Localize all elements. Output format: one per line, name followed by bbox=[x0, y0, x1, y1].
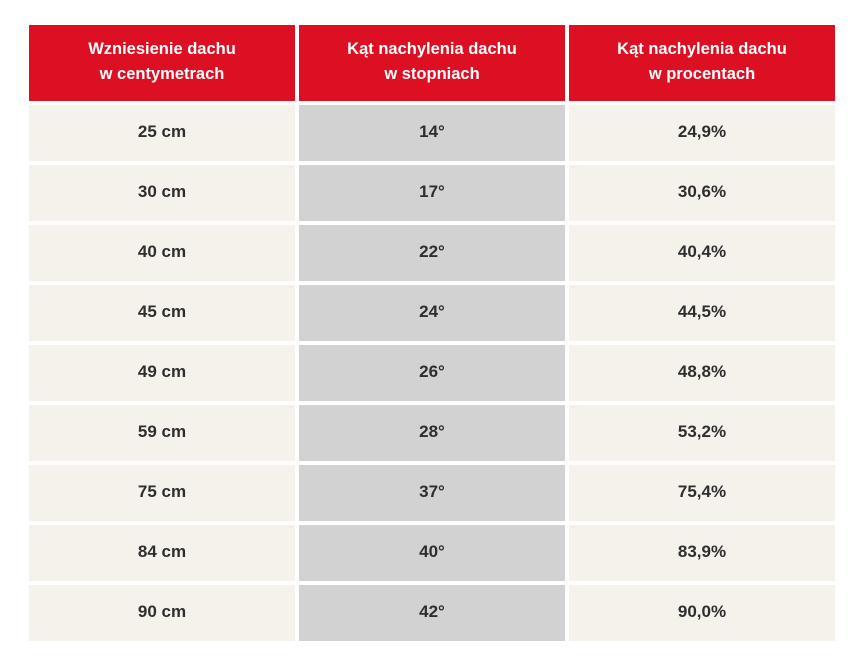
cell-rise: 49 cm bbox=[29, 345, 295, 401]
cell-percent: 30,6% bbox=[569, 165, 835, 221]
cell-rise: 45 cm bbox=[29, 285, 295, 341]
cell-degrees: 26° bbox=[299, 345, 565, 401]
cell-degrees: 14° bbox=[299, 105, 565, 161]
header-angle-degrees: Kąt nachylenia dachu w stopniach bbox=[299, 25, 565, 101]
cell-rise: 90 cm bbox=[29, 585, 295, 641]
cell-percent: 48,8% bbox=[569, 345, 835, 401]
cell-rise: 59 cm bbox=[29, 405, 295, 461]
cell-rise: 25 cm bbox=[29, 105, 295, 161]
cell-degrees: 22° bbox=[299, 225, 565, 281]
cell-percent: 75,4% bbox=[569, 465, 835, 521]
cell-percent: 53,2% bbox=[569, 405, 835, 461]
cell-percent: 83,9% bbox=[569, 525, 835, 581]
cell-percent: 90,0% bbox=[569, 585, 835, 641]
header-label-line2: w procentach bbox=[648, 65, 756, 83]
cell-rise: 30 cm bbox=[29, 165, 295, 221]
cell-percent: 40,4% bbox=[569, 225, 835, 281]
header-label-line2: w stopniach bbox=[384, 65, 480, 83]
cell-degrees: 28° bbox=[299, 405, 565, 461]
cell-percent: 24,9% bbox=[569, 105, 835, 161]
cell-rise: 75 cm bbox=[29, 465, 295, 521]
cell-rise: 84 cm bbox=[29, 525, 295, 581]
cell-percent: 44,5% bbox=[569, 285, 835, 341]
cell-rise: 40 cm bbox=[29, 225, 295, 281]
cell-degrees: 42° bbox=[299, 585, 565, 641]
header-label-line1: Kąt nachylenia dachu bbox=[617, 40, 787, 58]
header-angle-percent: Kąt nachylenia dachu w procentach bbox=[569, 25, 835, 101]
header-roof-rise: Wzniesienie dachu w centymetrach bbox=[29, 25, 295, 101]
header-label-line2: w centymetrach bbox=[99, 65, 225, 83]
header-label-line1: Kąt nachylenia dachu bbox=[347, 40, 517, 58]
cell-degrees: 17° bbox=[299, 165, 565, 221]
header-label-line1: Wzniesienie dachu bbox=[88, 40, 236, 58]
cell-degrees: 40° bbox=[299, 525, 565, 581]
cell-degrees: 24° bbox=[299, 285, 565, 341]
roof-pitch-table: Wzniesienie dachu w centymetrach Kąt nac… bbox=[29, 25, 835, 641]
cell-degrees: 37° bbox=[299, 465, 565, 521]
